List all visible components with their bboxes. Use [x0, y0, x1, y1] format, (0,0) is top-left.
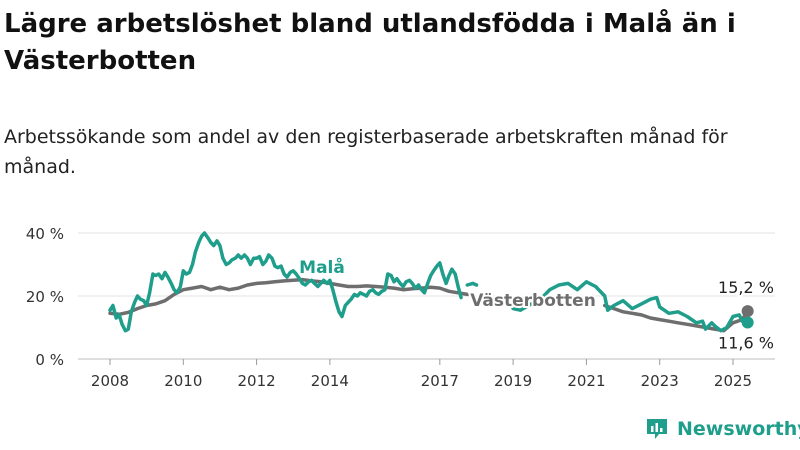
data-label-vasterbotten-end: 15,2 % — [718, 278, 774, 297]
series-labels: Malå Västerbotten 15,2 % 11,6 % — [297, 254, 776, 354]
series-line-mala — [465, 281, 479, 287]
x-tick-label: 2021 — [567, 372, 605, 390]
gridlines — [78, 232, 775, 360]
series-lines — [108, 231, 754, 333]
series-line-mala — [108, 231, 463, 333]
chart-title: Lägre arbetslöshet bland utlandsfödda i … — [4, 9, 736, 76]
x-tick-label: 2010 — [164, 372, 202, 390]
series-label-vasterbotten: Västerbotten — [470, 291, 596, 311]
brand: Newsworthy — [645, 417, 800, 441]
x-tick-label: 2014 — [311, 372, 349, 390]
y-axis: 0 % 20 % 40 % — [26, 225, 64, 369]
y-tick-label: 20 % — [26, 288, 64, 306]
data-label-mala-end: 11,6 % — [718, 333, 774, 352]
series-line-mala — [511, 280, 750, 333]
x-tick-label: 2008 — [91, 372, 129, 390]
x-tick-label: 2025 — [714, 372, 752, 390]
y-tick-label: 0 % — [35, 351, 64, 369]
x-tick-label: 2019 — [494, 372, 532, 390]
x-axis: 2008 2010 2012 2014 2017 2019 2021 2023 2025 — [91, 359, 752, 390]
series-end-point-vasterbotten — [741, 305, 754, 318]
line-chart: 0 % 20 % 40 % 2008 2010 2012 2014 2017 2019 2021… — [26, 225, 776, 390]
newsworthy-logo-icon — [647, 419, 667, 439]
series-end-point-mala — [741, 316, 754, 329]
y-tick-label: 40 % — [26, 225, 64, 243]
series-label-mala: Malå — [299, 256, 345, 278]
x-tick-label: 2023 — [641, 372, 679, 390]
x-tick-label: 2017 — [421, 372, 459, 390]
series-line-vasterbotten — [108, 277, 470, 317]
chart-subtitle: Arbetssökande som andel av den registerb… — [4, 126, 728, 178]
x-tick-label: 2012 — [237, 372, 275, 390]
brand-name: Newsworthy — [677, 418, 800, 440]
